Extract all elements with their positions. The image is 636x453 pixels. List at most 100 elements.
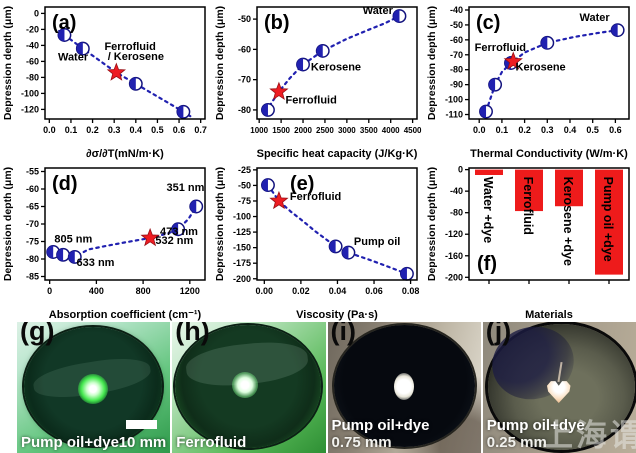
annotation: Water: [58, 52, 89, 64]
y-tick-label: -85: [26, 272, 39, 282]
y-tick-label: -120: [445, 229, 463, 239]
x-tick-label: 0.1: [496, 125, 509, 135]
scale-bar: [126, 420, 158, 429]
photo-label: Pump oil+dye: [486, 417, 585, 434]
bar-label: Ferrofluid: [521, 177, 535, 235]
x-axis: 0 400 800 1200: [47, 280, 200, 296]
plot-frame: [44, 167, 206, 281]
data-point-half: [261, 103, 268, 117]
laser-spot: [78, 374, 108, 404]
photo-thickness-label: 0.25 mm: [486, 434, 547, 451]
panel-letter: (c): [476, 12, 500, 34]
x-tick-label: 1500: [272, 126, 290, 135]
x-tick-label: 0.00: [256, 286, 274, 296]
photo-label: Pump oil+dye: [331, 417, 430, 434]
y-tick-label: 0: [34, 8, 39, 18]
data-point-half: [58, 28, 65, 42]
data-point-half: [488, 78, 496, 91]
y-tick-label: -70: [238, 75, 251, 85]
annotation: 351 nm: [166, 182, 204, 194]
annotation: Ferrofluid: [285, 94, 336, 106]
y-tick-label: -40: [450, 186, 463, 196]
data-point-half: [400, 267, 407, 280]
panel-b-chart: 1000 1500 2000 2500 3000 3500 4000 4500 -50 -60 -7…: [214, 5, 422, 160]
panel-c: 0.0 0.1 0.2 0.3 0.4 0.5 0.6 -40 -50 -60 -70 -80 -90-…: [424, 0, 636, 161]
photo-ferrofluid-laser: (h) Ferrofluid: [172, 322, 326, 453]
y-axis-title: Depression depth (μm): [214, 6, 226, 120]
y-tick-label: -50: [238, 14, 251, 24]
panel-b: 1000 1500 2000 2500 3000 3500 4000 4500 -50 -60 -7…: [212, 0, 424, 161]
x-tick-label: 1200: [180, 286, 200, 296]
data-point-half: [56, 248, 64, 261]
panel-d: 0 400 800 1200 -55 -60 -65 -70 -75 -80 -85 Absorpti…: [0, 161, 212, 322]
photo-letter: (g): [20, 322, 55, 346]
y-tick-label: 0: [458, 165, 463, 175]
panel-letter: (f): [477, 253, 497, 275]
photo-thickness-label: 0.75 mm: [331, 434, 392, 451]
data-point-half: [76, 42, 83, 55]
data-point-half: [393, 9, 400, 23]
y-tick-label: -40: [450, 5, 463, 15]
annotation: Ferrofluid: [104, 41, 155, 53]
photo-label: Pump oil+dye: [21, 434, 119, 451]
annotation: Ferrofluid: [475, 42, 526, 54]
y-axis: -40 -50 -60 -70 -80 -90 -100 -110: [445, 5, 469, 120]
data-point-half: [316, 44, 323, 58]
y-tick-label: -110: [445, 110, 463, 120]
x-axis: 0.0 0.1 0.2 0.3 0.4 0.5 0.6: [473, 119, 622, 135]
data-point-half: [479, 105, 487, 118]
x-axis-title: Viscosity (Pa·s): [296, 309, 378, 321]
y-tick-label: -125: [233, 227, 251, 237]
x-tick-label: 0.2: [86, 125, 99, 135]
x-tick-label: 0.6: [609, 125, 622, 135]
plot-frame: [44, 6, 206, 120]
charts-grid: 0.0 0.1 0.2 0.3 0.4 0.5 0.6 0.7 0 -20 -40 -60 -80 -10…: [0, 0, 636, 322]
y-tick-label: -80: [26, 72, 39, 82]
data-point-half: [129, 77, 136, 90]
y-tick-label: -70: [450, 50, 463, 60]
panel-c-chart: 0.0 0.1 0.2 0.3 0.4 0.5 0.6-40-50-60-70-80-90-…: [426, 5, 630, 160]
depression-spot: [393, 373, 414, 400]
data-points: [261, 178, 414, 281]
data-point-half: [177, 105, 184, 118]
annotation: Kerosene: [311, 62, 361, 74]
photo-label: Ferrofluid: [176, 434, 247, 451]
annotation: 473 nm: [160, 226, 198, 238]
annotation: Pump oil: [354, 236, 400, 248]
y-tick-label: -150: [233, 243, 251, 253]
x-tick-label: 2500: [316, 126, 334, 135]
x-axis-title: ∂σ/∂T(mN/m·K): [86, 148, 164, 160]
photos-row: (g) Pump oil+dye 10 mm (h) Ferrofluid (i…: [0, 322, 636, 453]
y-tick-label: -40: [26, 40, 39, 50]
x-axis: 1000 1500 2000 2500 3000 3500 4000 4500: [250, 119, 422, 135]
data-point-half: [541, 36, 548, 50]
x-tick-label: 0.1: [65, 125, 78, 135]
annotation: Kerosene: [516, 61, 566, 73]
bar: [595, 169, 623, 275]
y-tick-label: -175: [233, 258, 251, 268]
x-tick-label: 0.0: [43, 125, 56, 135]
y-tick-label: -160: [445, 251, 463, 261]
star-marker: [269, 81, 289, 100]
annotation: Water: [580, 12, 611, 24]
annotation: Water: [363, 5, 394, 17]
y-axis-title: Depression depth (μm): [2, 167, 14, 281]
annotation: Ferrofluid: [290, 191, 341, 203]
x-axis: 0.0 0.1 0.2 0.3 0.4 0.5 0.6 0.7: [43, 119, 207, 135]
x-axis-title: Specific heat capacity (J/Kg·K): [257, 148, 418, 160]
x-axis-title: Materials: [525, 309, 573, 321]
annotation: 805 nm: [54, 234, 92, 246]
x-axis-title: Thermal Conductivity (W/m·K): [470, 148, 628, 160]
y-axis-title: Depression depth (μm): [426, 6, 438, 120]
x-tick-label: 3000: [338, 126, 356, 135]
data-point-half: [611, 23, 618, 37]
star-marker: [140, 227, 160, 247]
plot-frame: [468, 6, 630, 120]
trend-line: [484, 29, 619, 113]
y-tick-label: -60: [238, 44, 251, 54]
y-tick-label: -55: [26, 167, 39, 177]
annotation: / Kerosene: [108, 51, 164, 63]
x-tick-label: 0.7: [194, 125, 207, 135]
y-tick-label: -65: [26, 202, 39, 212]
y-axis-title: Depression depth (μm): [2, 6, 14, 120]
